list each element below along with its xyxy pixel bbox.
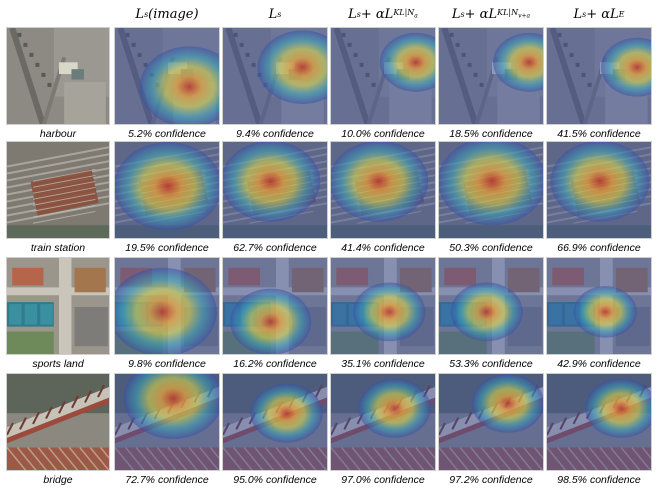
- confidence-caption: 72.7% confidence: [125, 474, 209, 486]
- heatmap-sports-col5: [546, 257, 652, 355]
- confidence-caption: 97.2% confidence: [449, 474, 533, 486]
- confidence-caption: 10.0% confidence: [341, 128, 425, 140]
- heatmap-sports-col2: [222, 257, 328, 355]
- confidence-caption: 5.2% confidence: [128, 128, 206, 140]
- header-suffix: + αL: [464, 6, 498, 22]
- header-sub2: KL|Na: [393, 8, 418, 20]
- header-base: L: [348, 6, 357, 22]
- confidence-caption: 16.2% confidence: [233, 358, 317, 370]
- confidence-caption: 41.5% confidence: [557, 128, 641, 140]
- header-sub: s: [460, 9, 465, 19]
- row-label: train station: [30, 242, 86, 254]
- header-sub: s: [356, 9, 361, 19]
- header-suffix: (image): [148, 6, 199, 22]
- confidence-caption: 42.9% confidence: [557, 358, 641, 370]
- heatmap-bridge-col3: [330, 373, 436, 471]
- confidence-caption: 66.9% confidence: [557, 242, 641, 254]
- confidence-caption: 9.4% confidence: [236, 128, 314, 140]
- confidence-caption: 95.0% confidence: [233, 474, 317, 486]
- header-suffix: + αL: [586, 6, 619, 22]
- header-base: L: [573, 6, 583, 22]
- header-base: L: [268, 6, 278, 22]
- header-sub: s: [582, 9, 587, 19]
- original-image-train: [6, 141, 110, 239]
- header-sub: s: [277, 9, 282, 19]
- confidence-caption: 97.0% confidence: [341, 474, 425, 486]
- heatmap-train-col5: [546, 141, 652, 239]
- heatmap-bridge-col4: [438, 373, 544, 471]
- heatmap-harbour-col1: [114, 27, 220, 125]
- original-image-harbour: [6, 27, 110, 125]
- heatmap-bridge-col1: [114, 373, 220, 471]
- confidence-caption: 18.5% confidence: [449, 128, 533, 140]
- heatmap-bridge-col2: [222, 373, 328, 471]
- heatmap-train-col3: [330, 141, 436, 239]
- heatmap-harbour-col5: [546, 27, 652, 125]
- header-base: L: [135, 6, 145, 22]
- heatmap-train-col4: [438, 141, 544, 239]
- heatmap-sports-col4: [438, 257, 544, 355]
- heatmap-train-col2: [222, 141, 328, 239]
- original-image-sports: [6, 257, 110, 355]
- confidence-caption: 41.4% confidence: [341, 242, 425, 254]
- heatmap-bridge-col5: [546, 373, 652, 471]
- heatmap-harbour-col4: [438, 27, 544, 125]
- original-image-bridge: [6, 373, 110, 471]
- confidence-caption: 50.3% confidence: [449, 242, 533, 254]
- confidence-caption: 19.5% confidence: [125, 242, 209, 254]
- row-label: bridge: [43, 474, 73, 486]
- header-sub2: KL|Nv+a: [497, 8, 531, 20]
- confidence-caption: 53.3% confidence: [449, 358, 533, 370]
- confidence-caption: 35.1% confidence: [341, 358, 425, 370]
- confidence-caption: 62.7% confidence: [233, 242, 317, 254]
- heatmap-sports-col1: [114, 257, 220, 355]
- heatmap-sports-col3: [330, 257, 436, 355]
- header-base: L: [451, 6, 461, 22]
- confidence-caption: 9.8% confidence: [128, 358, 206, 370]
- heatmap-harbour-col3: [330, 27, 436, 125]
- row-label: harbour: [39, 128, 77, 140]
- header-sub: s: [144, 9, 149, 19]
- header-suffix: + αL: [360, 6, 394, 22]
- heatmap-train-col1: [114, 141, 220, 239]
- heatmap-harbour-col2: [222, 27, 328, 125]
- confidence-caption: 98.5% confidence: [557, 474, 641, 486]
- header-sub2: E: [618, 9, 625, 19]
- row-label: sports land: [32, 358, 84, 370]
